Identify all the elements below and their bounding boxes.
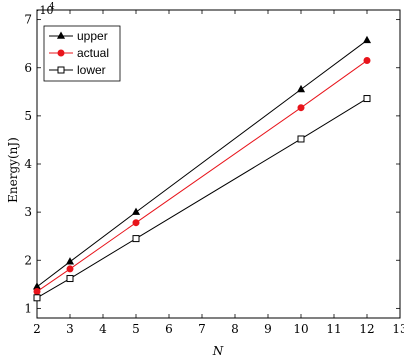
data-point-lower (297, 135, 305, 143)
data-point-actual (297, 104, 305, 112)
data-point-upper (296, 84, 306, 93)
y-tick-label: 4 (24, 157, 32, 171)
data-point-lower (66, 275, 74, 283)
x-tick-label: 10 (293, 322, 308, 336)
x-tick-label: 11 (326, 322, 341, 336)
x-tick-label: 2 (33, 322, 41, 336)
y-tick-label: 2 (24, 253, 32, 267)
series-line-actual (36, 60, 368, 292)
data-point-upper (362, 35, 372, 44)
y-tick-label: 1 (24, 301, 32, 315)
y-multiplier-exponent: 4 (49, 2, 55, 12)
y-axis-title: Energy(nJ) (6, 137, 20, 203)
data-point-upper (131, 207, 141, 215)
x-tick-label: 6 (165, 322, 173, 336)
x-tick-label: 7 (198, 322, 206, 336)
x-tick-label: 9 (264, 322, 272, 336)
y-tick-label: 5 (24, 109, 32, 123)
data-point-lower (33, 294, 41, 302)
data-point-actual (33, 288, 41, 296)
data-point-upper (65, 257, 75, 265)
legend-marker-actual (57, 49, 65, 57)
legend-marker-upper (56, 31, 66, 39)
x-tick-label: 4 (99, 322, 107, 336)
x-axis-title: N (212, 344, 224, 358)
y-multiplier-label: ·10 (36, 4, 54, 17)
legend-label-upper: upper (77, 29, 108, 43)
legend-label-lower: lower (77, 63, 106, 77)
x-tick-label: 3 (66, 322, 74, 336)
y-tick-label: 6 (24, 61, 32, 75)
data-point-actual (132, 219, 140, 227)
series-line-lower (36, 98, 368, 299)
x-tick-label: 12 (359, 322, 374, 336)
legend-marker-lower (57, 66, 65, 74)
x-tick-label: 8 (231, 322, 239, 336)
data-point-actual (66, 265, 74, 273)
data-point-actual (363, 57, 371, 65)
legend-label-actual: actual (77, 46, 109, 60)
y-tick-label: 3 (24, 205, 32, 219)
data-point-lower (132, 235, 140, 243)
x-tick-label: 5 (132, 322, 140, 336)
data-point-lower (363, 95, 371, 103)
y-tick-label: 7 (24, 13, 32, 27)
x-tick-label: 13 (392, 322, 404, 336)
